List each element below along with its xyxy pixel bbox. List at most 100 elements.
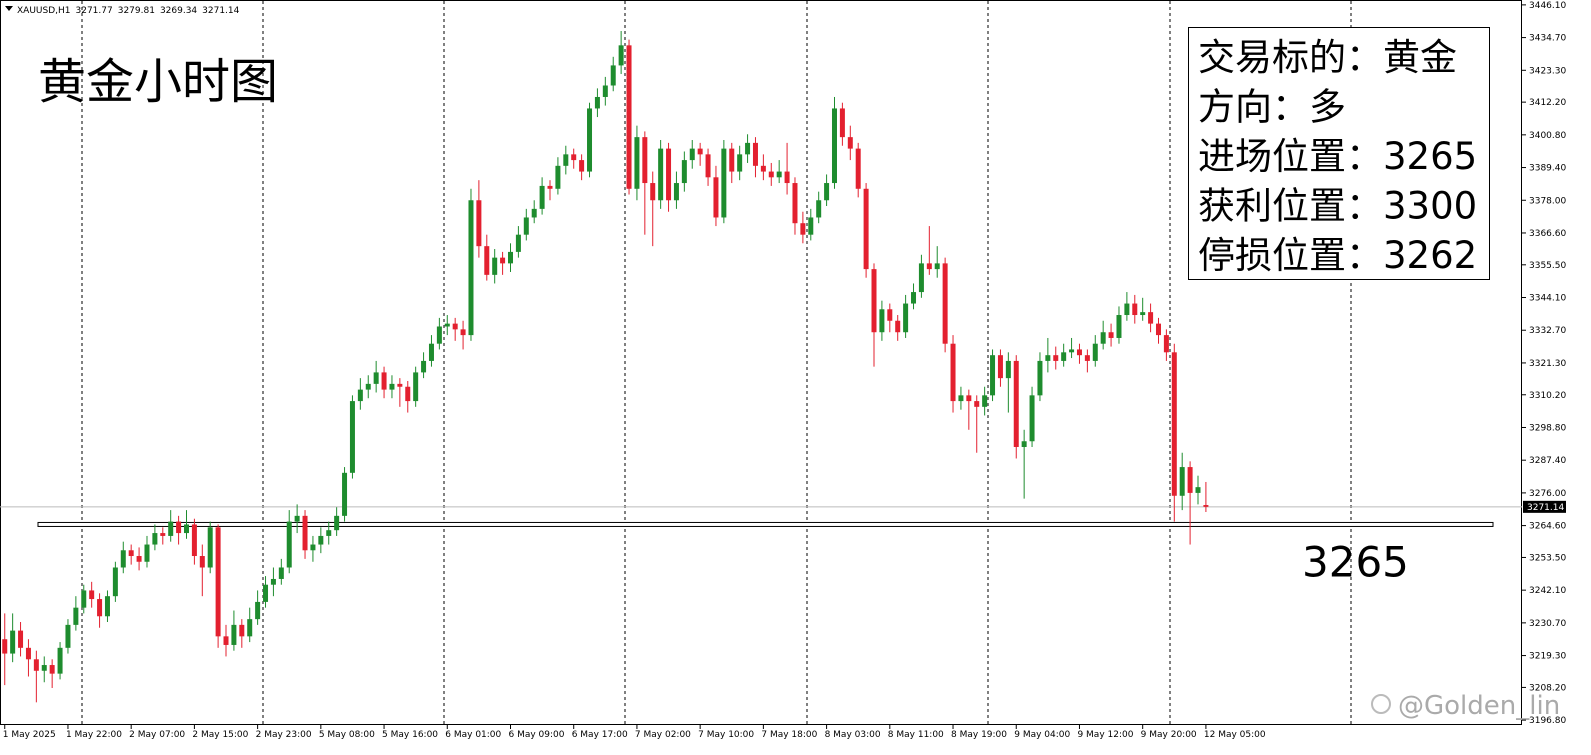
x-tick-label: 2 May 23:00 xyxy=(256,730,312,740)
candle-body xyxy=(136,556,142,562)
candle-body xyxy=(974,401,980,407)
candle-body xyxy=(1084,355,1090,361)
candle-body xyxy=(1108,332,1114,338)
candle-body xyxy=(650,183,656,201)
candle-body xyxy=(1116,315,1122,338)
y-tick-label: 3423.30 xyxy=(1529,66,1566,76)
candle-body xyxy=(421,360,427,373)
candle-body xyxy=(468,200,474,336)
candle-body xyxy=(863,188,869,270)
watermark-text: @Golden_lin xyxy=(1398,691,1560,721)
y-tick-label: 3400.80 xyxy=(1529,131,1566,141)
candle-body xyxy=(168,521,174,536)
x-tick-label: 1 May 22:00 xyxy=(66,730,122,740)
candle-body xyxy=(65,624,71,648)
candle-body xyxy=(81,590,87,608)
candle-body xyxy=(847,137,853,149)
candle-body xyxy=(982,395,988,407)
y-tick-label: 3253.50 xyxy=(1529,553,1566,563)
y-tick-label: 3276.00 xyxy=(1529,489,1566,499)
candle-body xyxy=(523,217,529,235)
candle-body xyxy=(104,596,110,617)
candle-body xyxy=(373,372,379,384)
candle-body xyxy=(816,200,822,218)
candle-body xyxy=(334,515,340,531)
y-tick-label: 3196.80 xyxy=(1529,716,1566,726)
candle-body xyxy=(255,601,261,620)
candle-body xyxy=(555,165,561,189)
x-tick-label: 8 May 11:00 xyxy=(888,730,944,740)
candle-body xyxy=(942,263,948,344)
candle-body xyxy=(444,323,450,327)
info-line: 获利位置：3300 xyxy=(1198,185,1477,228)
candle-body xyxy=(610,65,616,86)
candle-body xyxy=(1092,343,1098,361)
x-tick-label: 8 May 19:00 xyxy=(951,730,1007,740)
y-tick-label: 3332.70 xyxy=(1529,326,1566,336)
candle-body xyxy=(33,659,39,671)
candle-body xyxy=(1163,335,1169,353)
y-tick-label: 3366.60 xyxy=(1529,229,1566,239)
candle-body xyxy=(207,527,213,568)
candle-body xyxy=(120,550,126,568)
chart-header: XAUUSD,H1 3271.77 3279.81 3269.34 3271.14 xyxy=(17,6,240,16)
candle-body xyxy=(571,154,577,161)
level-label: 3265 xyxy=(1302,537,1409,586)
candle-body xyxy=(895,320,901,333)
x-tick-label: 7 May 18:00 xyxy=(761,730,817,740)
candle-body xyxy=(658,148,664,201)
candle-body xyxy=(460,329,466,336)
candle-body xyxy=(737,154,743,172)
x-tick-label: 2 May 07:00 xyxy=(129,730,185,740)
candle-body xyxy=(112,567,118,597)
y-tick-label: 3321.30 xyxy=(1529,359,1566,369)
candle-body xyxy=(776,171,782,178)
candle-body xyxy=(2,639,8,654)
candle-body xyxy=(587,108,593,172)
x-tick-label: 5 May 08:00 xyxy=(319,730,375,740)
candle-body xyxy=(25,647,31,660)
candle-body xyxy=(1140,312,1146,316)
candle-body xyxy=(729,148,735,172)
candle-body xyxy=(484,246,490,275)
y-tick-label: 3389.40 xyxy=(1529,164,1566,174)
candle-body xyxy=(507,251,513,264)
candle-body xyxy=(318,535,324,545)
x-tick-label: 9 May 20:00 xyxy=(1141,730,1197,740)
candle-body xyxy=(89,590,95,600)
candle-body xyxy=(436,326,442,344)
plot-frame xyxy=(0,0,1522,725)
candle-body xyxy=(1132,303,1138,316)
candle-body xyxy=(887,309,893,321)
x-tick-label: 1 May 2025 xyxy=(3,730,56,740)
candle-body xyxy=(824,183,830,201)
header-high: 3279.81 xyxy=(118,6,155,16)
candle-body xyxy=(144,544,150,562)
symbol: XAUUSD,H1 xyxy=(17,6,71,16)
candle-body xyxy=(871,269,877,333)
candle-body xyxy=(784,171,790,184)
info-line: 进场位置：3265 xyxy=(1198,135,1477,178)
candle-body xyxy=(539,185,545,209)
candle-body xyxy=(602,85,608,97)
x-tick-label: 7 May 10:00 xyxy=(698,730,754,740)
candle-body xyxy=(215,527,221,637)
candle-body xyxy=(176,521,182,534)
candle-body xyxy=(1053,355,1059,361)
y-tick-label: 3230.70 xyxy=(1529,619,1566,629)
candle-body xyxy=(310,544,316,551)
candle-body xyxy=(1005,360,1011,379)
candle-body xyxy=(294,515,300,522)
candle-body xyxy=(1061,352,1067,361)
x-tick-label: 6 May 01:00 xyxy=(445,730,501,740)
y-tick-label: 3412.20 xyxy=(1529,98,1566,108)
x-tick-label: 5 May 16:00 xyxy=(382,730,438,740)
info-line: 停损位置：3262 xyxy=(1198,234,1477,277)
x-tick-label: 9 May 12:00 xyxy=(1077,730,1133,740)
candle-body xyxy=(705,154,711,178)
price-tag xyxy=(1523,500,1566,513)
candle-body xyxy=(950,343,956,402)
